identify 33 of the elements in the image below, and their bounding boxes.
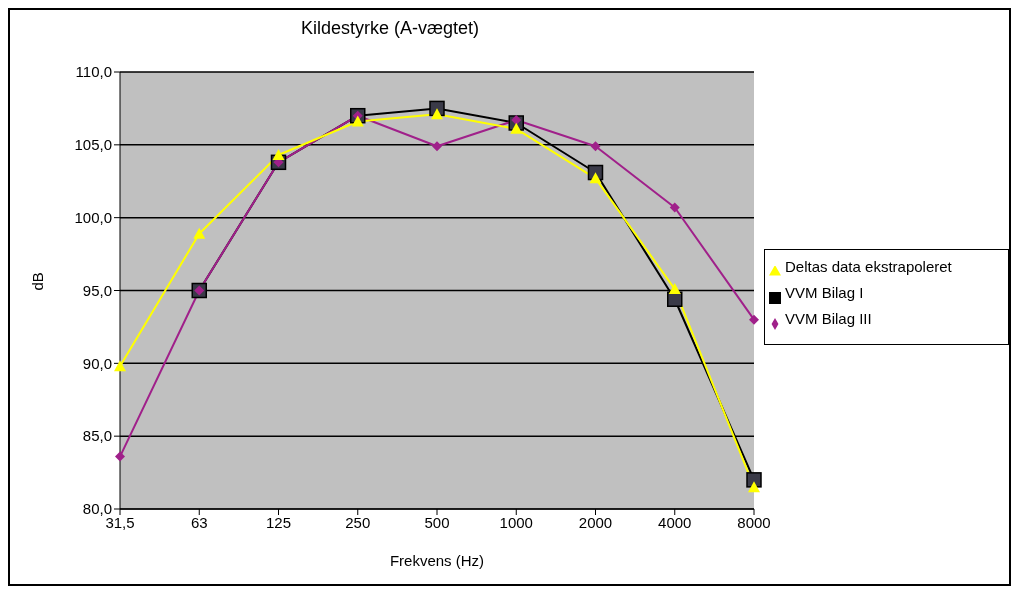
y-axis-title: dB xyxy=(29,272,47,291)
point xyxy=(351,115,364,127)
legend-label: VVM Bilag I xyxy=(785,284,864,301)
point xyxy=(589,172,602,184)
y-tick-label: 105,0 xyxy=(74,136,112,154)
point xyxy=(115,451,125,462)
y-tick-label: 85,0 xyxy=(82,427,112,445)
y-tick-label: 110,0 xyxy=(75,63,112,81)
x-tick-label: 500 xyxy=(424,513,450,531)
point xyxy=(748,481,760,493)
x-tick-label: 8000 xyxy=(737,513,771,531)
x-axis-title: Frekvens (Hz) xyxy=(389,552,485,569)
legend-label: Deltas data ekstrapoleret xyxy=(785,258,952,275)
legend-label: VVM Bilag III xyxy=(785,310,872,327)
point xyxy=(590,141,601,152)
point xyxy=(669,202,680,213)
x-tick-label: 2000 xyxy=(578,513,613,531)
point xyxy=(746,472,762,488)
x-tick-label: 63 xyxy=(190,513,208,531)
y-tick-label: 90,0 xyxy=(82,354,112,372)
point xyxy=(272,149,285,161)
x-tick-label: 1000 xyxy=(499,513,533,531)
point xyxy=(193,227,206,239)
chart-title: Kildestyrke (A-vægtet) xyxy=(299,18,481,39)
point xyxy=(510,122,523,134)
y-tick-label: 95,0 xyxy=(82,281,112,299)
x-tick-label: 250 xyxy=(345,513,371,531)
point xyxy=(668,283,681,295)
x-tick-label: 125 xyxy=(265,513,292,531)
x-tick-label: 4000 xyxy=(658,513,692,531)
point xyxy=(749,314,759,325)
y-tick-label: 100,0 xyxy=(74,208,112,226)
point xyxy=(432,141,442,152)
